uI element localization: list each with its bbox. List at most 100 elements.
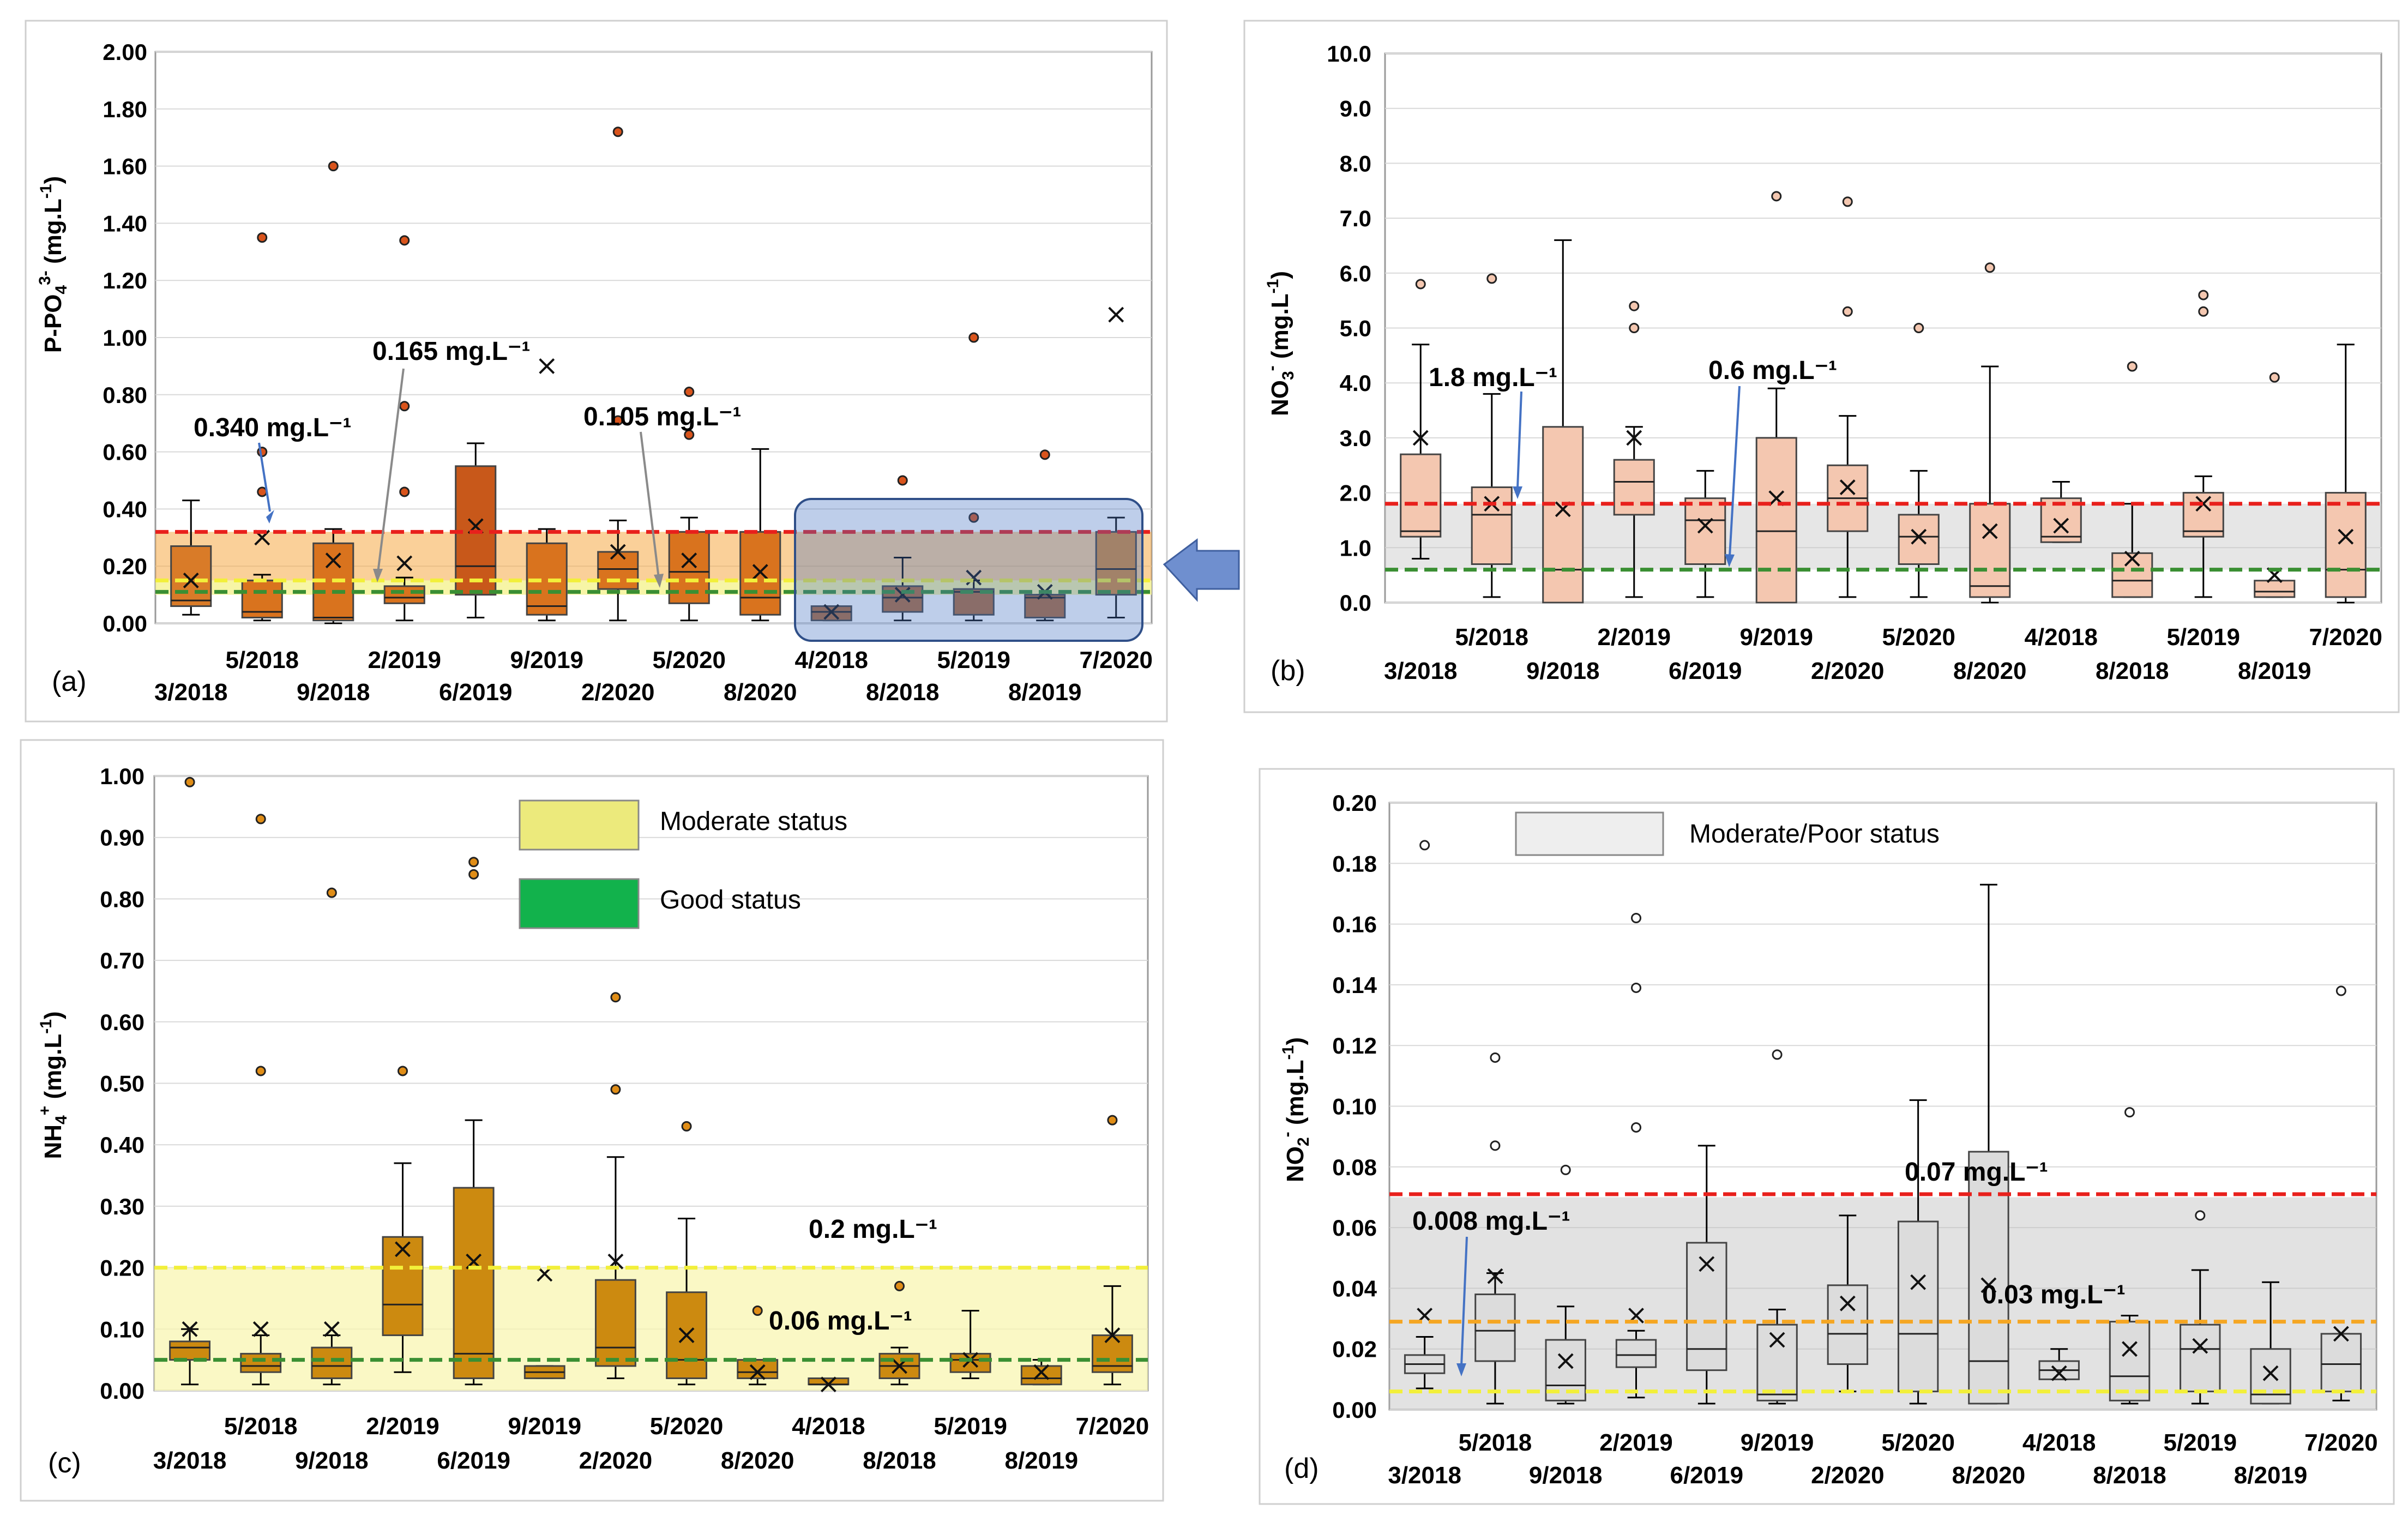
box-0 [1400,279,1442,560]
x-tick-label: 5/2018 [1459,1429,1532,1456]
box-iqr [1755,437,1797,604]
box-3 [382,1066,424,1373]
box-6 [597,127,639,622]
box-iqr [2109,1321,2151,1401]
y-tick-label: 0.60 [103,440,147,465]
box-mean-marker [2195,496,2212,512]
box-9 [2038,1348,2080,1381]
x-tick-label: 8/2020 [721,1447,794,1474]
panel-d-ylabel: NO2- (mg.L-1) [1278,1037,1313,1182]
outlier-point [2195,1210,2206,1221]
annotation-a-arrow-1 [258,442,271,512]
box-12 [2250,1281,2291,1405]
box-iqr [1471,486,1513,566]
box-mean-marker [681,552,697,569]
box-iqr [1897,1220,1939,1393]
panel-b-ylabel: NO3- (mg.L-1) [1263,271,1297,416]
x-tick-label: 4/2018 [2022,1429,2096,1456]
box-iqr [1613,459,1655,516]
panel-a-ylabel: P-PO43- (mg.L-1) [36,176,70,353]
box-iqr [1400,453,1442,538]
box-mean-marker [678,1327,695,1343]
x-tick-label: 2/2020 [1811,1462,1885,1489]
x-tick-label: 4/2018 [792,1413,865,1440]
box-mean-marker [1699,1256,1715,1272]
x-tick-label: 7/2020 [2309,624,2382,651]
annotation-a-arrowhead-3 [654,574,664,588]
box-iqr [170,545,212,607]
x-tick-label: 2/2019 [1599,1429,1673,1456]
x-tick-label: 9/2018 [1526,658,1600,684]
annotation-a-2: 0.165 mg.L⁻¹ [372,337,530,366]
box-mean-marker [1104,1327,1121,1343]
box-iqr [949,1352,991,1373]
y-tick-label: 0.12 [1332,1033,1377,1058]
box-0 [169,777,211,1386]
outlier-point [2269,372,2280,383]
x-tick-label: 9/2019 [508,1413,581,1440]
x-tick-label: 5/2018 [225,647,299,673]
y-tick-label: 0.0 [1340,590,1371,616]
annotation-a-arrowhead-2 [373,569,383,582]
outlier-point [1415,279,1426,290]
x-tick-label: 8/2020 [724,679,797,706]
outlier-point [894,1280,905,1291]
outlier-point [1842,306,1853,317]
annotation-d-arrowhead [1456,1363,1466,1376]
annotation-d-3: 0.03 mg.L⁻¹ [1982,1280,2126,1309]
box-mean-marker [823,604,840,620]
box-mean-marker [1839,479,1856,495]
box-9 [810,604,852,622]
box-mean-marker [252,1321,269,1337]
outlier-point [1631,912,1641,923]
x-tick-label: 8/2019 [1004,1447,1078,1474]
panel-a: 0.00 0.20 0.40 0.60 0.80 1.00 1.20 1.40 1.60 1.80… [25,20,1240,723]
y-tick-label: 1.40 [103,210,147,236]
y-tick-label: 0.02 [1332,1337,1377,1362]
annotation-a-3: 0.105 mg.L⁻¹ [583,402,741,431]
box-10 [2111,361,2153,598]
box-iqr [1542,426,1584,604]
box-iqr [737,1359,779,1379]
outlier-point [184,777,195,787]
box-3 [383,235,425,622]
annotation-a-1: 0.340 mg.L⁻¹ [194,413,351,442]
highlight-region [794,498,1143,642]
x-tick-label: 2/2020 [579,1447,653,1474]
y-tick-label: 1.00 [100,763,145,789]
x-tick-label: 9/2019 [510,647,583,673]
box-iqr [311,1346,353,1379]
box-mean-marker [2051,1365,2067,1381]
box-mean-marker [325,552,341,569]
outlier-point [681,1121,692,1132]
box-9 [808,1376,850,1393]
legend-d-moderate-poor: Moderate/Poor status [1689,820,1940,849]
x-tick-label: 5/2019 [934,1413,1007,1440]
box-6 [1827,196,1869,598]
box-mean-marker [749,1364,766,1380]
y-tick-label: 1.80 [103,97,147,122]
y-tick-label: 0.30 [100,1194,145,1219]
x-tick-label: 8/2018 [863,1447,936,1474]
box-10 [2109,1107,2151,1405]
box-1 [240,814,282,1386]
x-tick-label: 5/2020 [1882,624,1955,651]
outlier-point [1629,300,1640,311]
outlier-point [1107,1115,1118,1126]
box-iqr [1827,1284,1869,1365]
box-11 [949,1309,991,1379]
y-tick-label: 0.00 [103,611,147,636]
x-tick-label: 5/2020 [1881,1429,1955,1456]
annotation-d-arrow [1460,1236,1468,1367]
box-iqr [2325,492,2367,598]
x-tick-label: 8/2018 [866,679,940,706]
panel-a-label: (a) [52,666,87,697]
box-mean-marker [1910,1274,1927,1290]
box-4 [453,857,495,1386]
box-0 [1404,840,1446,1389]
y-tick-label: 1.0 [1340,535,1371,561]
outlier-point [399,486,410,497]
box-iqr [1969,503,2011,598]
y-tick-label: 0.00 [100,1378,145,1404]
